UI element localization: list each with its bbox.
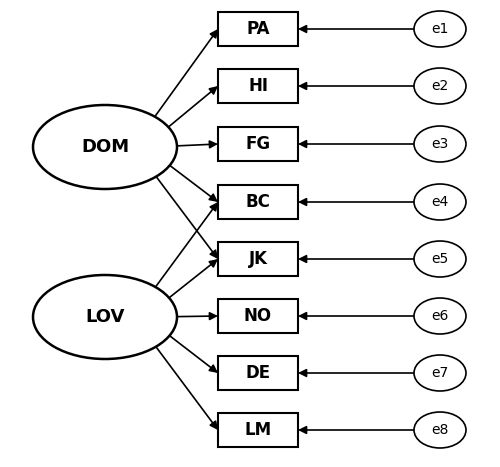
Text: FG: FG: [246, 135, 270, 153]
Ellipse shape: [33, 275, 177, 359]
Ellipse shape: [33, 105, 177, 189]
Text: HI: HI: [248, 77, 268, 95]
Bar: [218, 69, 298, 103]
Ellipse shape: [414, 241, 466, 277]
Text: LOV: LOV: [86, 308, 124, 326]
Text: PA: PA: [246, 20, 270, 38]
Bar: [218, 413, 298, 447]
Text: DE: DE: [246, 364, 270, 382]
Text: LM: LM: [244, 421, 272, 439]
Text: BC: BC: [246, 193, 270, 211]
Ellipse shape: [414, 126, 466, 162]
Text: DOM: DOM: [81, 138, 129, 156]
Bar: [218, 299, 298, 333]
Bar: [218, 12, 298, 46]
Text: e8: e8: [432, 423, 448, 437]
Text: e1: e1: [432, 22, 448, 36]
Ellipse shape: [414, 298, 466, 334]
Ellipse shape: [414, 11, 466, 47]
Text: e7: e7: [432, 366, 448, 380]
Text: JK: JK: [248, 250, 268, 268]
Ellipse shape: [414, 355, 466, 391]
Bar: [218, 356, 298, 390]
Bar: [218, 127, 298, 161]
Text: e5: e5: [432, 252, 448, 266]
Ellipse shape: [414, 184, 466, 220]
Text: e6: e6: [432, 309, 448, 323]
Text: NO: NO: [244, 307, 272, 325]
Text: e2: e2: [432, 79, 448, 93]
Ellipse shape: [414, 68, 466, 104]
Text: e4: e4: [432, 195, 448, 209]
Bar: [218, 242, 298, 276]
Text: e3: e3: [432, 137, 448, 151]
Ellipse shape: [414, 412, 466, 448]
Bar: [218, 185, 298, 219]
